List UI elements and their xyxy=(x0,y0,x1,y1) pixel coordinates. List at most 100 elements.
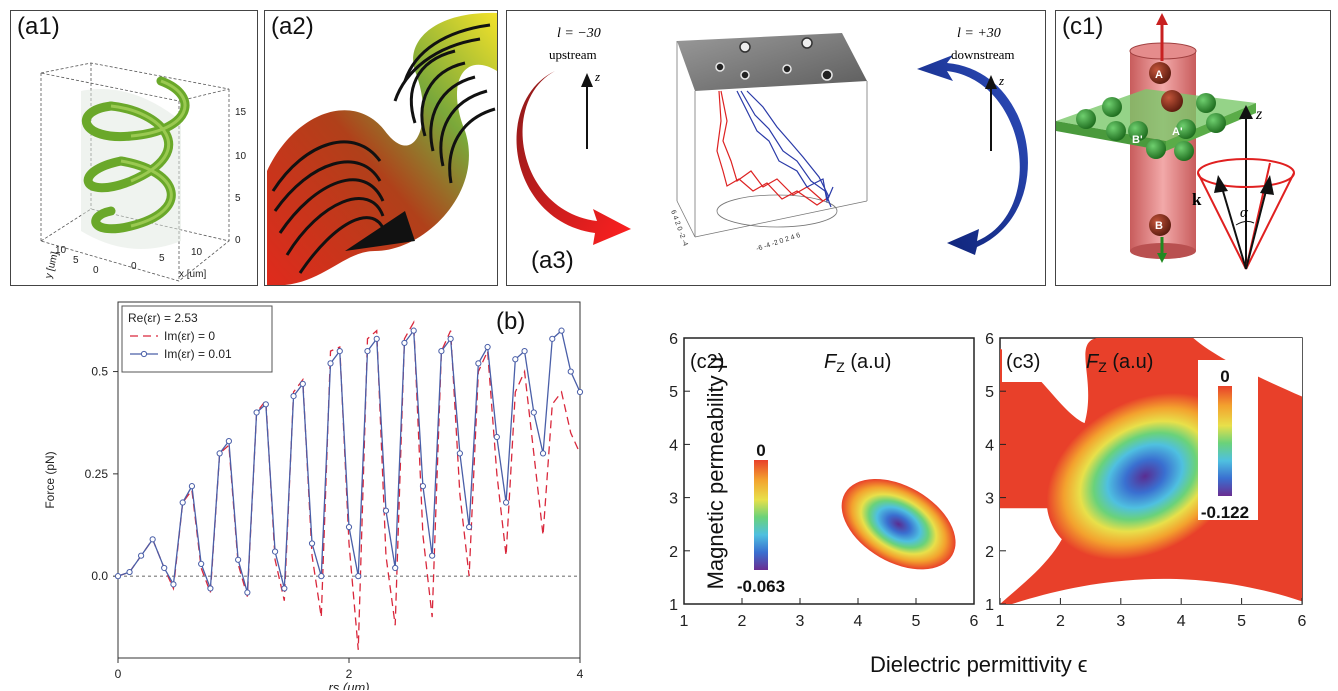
panel-b: 0.0 0.25 0.5 0 2 4 Force (pN) rs (μm) Re(εr) = 2… xyxy=(10,290,610,690)
a3-right-dir-label: downstream xyxy=(951,47,1015,62)
colorbar xyxy=(754,460,768,570)
data-point xyxy=(447,335,454,342)
colorbar-min-label: -0.063 xyxy=(737,577,785,596)
a3-left-z-label: z xyxy=(594,69,600,84)
data-point xyxy=(225,438,232,445)
y-tick-label: 3 xyxy=(985,491,994,508)
data-point xyxy=(373,335,380,342)
c3-heatmap: 1 2 3 4 5 6 1 2 3 4 5 6 0 -0.122 (c3) FZ (a.u) xyxy=(985,331,1307,630)
y-tick-label: 1 xyxy=(669,597,678,614)
heatmap-label-bg xyxy=(1002,340,1070,382)
data-point xyxy=(188,483,196,490)
x-tick-label: 0 xyxy=(115,667,122,681)
data-point xyxy=(382,507,390,514)
panel-a2: (a2) xyxy=(264,10,498,286)
x-tick-label: 4 xyxy=(577,667,584,681)
data-point xyxy=(235,556,242,563)
data-point xyxy=(502,499,510,506)
data-point xyxy=(216,450,223,457)
series-line-1 xyxy=(117,320,581,650)
c1-k-label: k xyxy=(1192,190,1202,209)
a3-left-dir-label: upstream xyxy=(549,47,597,62)
x-tick-label: 3 xyxy=(1116,613,1125,630)
data-point xyxy=(281,585,288,592)
a1-x-axis-label: x [um] xyxy=(179,269,206,280)
a1-y-tick: 5 xyxy=(73,255,79,266)
a1-3d-helix-figure: 0 5 10 15 0 5 10 x [um] y [um] 0 5 10 xyxy=(40,62,247,282)
data-point xyxy=(576,388,584,396)
panel-label-a3: (a3) xyxy=(531,247,574,274)
data-point xyxy=(493,433,500,441)
data-point xyxy=(521,348,528,355)
c1-label-B: B xyxy=(1155,220,1163,232)
force-chart: 0.0 0.25 0.5 0 2 4 Force (pN) rs (μm) Re(εr) = 2… xyxy=(43,301,584,690)
series-line-2 xyxy=(117,328,581,593)
c1-label-A-prime: A' xyxy=(1172,126,1183,138)
panel-a3: 6 4 2 0 -2 -4 -6 -4 -2 0 2 4 6 l = −30 u… xyxy=(506,10,1046,286)
x-tick-label: 5 xyxy=(1237,613,1246,630)
y-tick-label: 5 xyxy=(669,384,678,401)
heatmap-cutout xyxy=(1000,508,1073,604)
a3-right-l-label: l = +30 xyxy=(957,26,1001,41)
data-point xyxy=(327,360,334,367)
a3-axis-ticks: -6 -4 -2 0 2 4 6 xyxy=(755,232,801,253)
data-point xyxy=(271,548,279,555)
legend-entry: Im(εr) = 0 xyxy=(164,329,215,343)
colorbar-max-label: 0 xyxy=(1220,367,1229,386)
legend-marker xyxy=(140,350,148,358)
y-tick-label: 0.5 xyxy=(91,365,108,379)
data-point xyxy=(392,564,399,572)
x-tick-label: 4 xyxy=(1177,613,1186,630)
colorbar-max-label: 0 xyxy=(756,441,765,460)
y-tick-label: 6 xyxy=(985,331,994,348)
y-tick-label: 0.0 xyxy=(91,569,108,583)
y-tick-label: 4 xyxy=(669,437,678,454)
y-tick-label: 3 xyxy=(669,491,678,508)
c1-label-B-prime: B' xyxy=(1132,134,1143,146)
c1-z-label: z xyxy=(1255,106,1263,123)
data-point xyxy=(530,409,537,416)
data-point xyxy=(539,450,547,457)
a1-y-tick: 10 xyxy=(55,245,67,256)
a1-x-tick: 0 xyxy=(131,261,137,272)
heatmap-cutout xyxy=(1229,364,1302,386)
y-tick-label: 0.25 xyxy=(85,467,109,481)
data-point xyxy=(179,499,186,506)
x-tick-label: 1 xyxy=(680,613,689,630)
data-point xyxy=(126,568,133,576)
colorbar-min-label: -0.122 xyxy=(1201,503,1249,522)
c1-label-A: A xyxy=(1155,69,1163,81)
data-point xyxy=(114,573,122,580)
x-axis-label: rs (μm) xyxy=(328,680,369,690)
x-tick-label: 5 xyxy=(912,613,921,630)
data-point xyxy=(438,348,445,355)
y-tick-label: 1 xyxy=(985,597,994,614)
data-point xyxy=(198,560,205,567)
legend-title: Re(εr) = 2.53 xyxy=(128,311,198,325)
data-point xyxy=(170,581,177,588)
x-tick-label: 6 xyxy=(1298,613,1307,630)
data-point xyxy=(484,343,491,351)
data-point xyxy=(466,523,473,531)
x-tick-label: 6 xyxy=(970,613,979,630)
data-point xyxy=(345,523,353,531)
a3-left-l-label: l = −30 xyxy=(557,26,601,41)
data-point xyxy=(567,368,574,375)
panel-label-c1: (c1) xyxy=(1062,13,1104,40)
data-point xyxy=(456,450,463,457)
data-point xyxy=(262,401,269,408)
x-tick-label: 2 xyxy=(1056,613,1065,630)
panel-c3: 1 2 3 4 5 6 1 2 3 4 5 6 0 -0.122 (c3) FZ (a.u) xyxy=(980,326,1330,671)
a1-z-tick: 5 xyxy=(235,193,241,204)
data-point xyxy=(308,540,316,547)
x-tick-label: 4 xyxy=(854,613,863,630)
data-point xyxy=(410,327,417,334)
c2-heatmap: 1 2 3 4 5 6 1 2 3 4 5 6 0 -0.063 (c2) FZ (a.u) xyxy=(669,331,979,630)
data-point xyxy=(364,348,371,355)
y-tick-label: 2 xyxy=(985,544,994,561)
panel-c1: A A' B' B z k α (c1) xyxy=(1055,10,1331,286)
y-axis-label: Force (pN) xyxy=(43,451,57,508)
a1-z-tick: 10 xyxy=(235,151,247,162)
a3-axis-ticks: 6 4 2 0 -2 -4 xyxy=(669,209,689,247)
a1-x-tick: 10 xyxy=(191,247,203,258)
